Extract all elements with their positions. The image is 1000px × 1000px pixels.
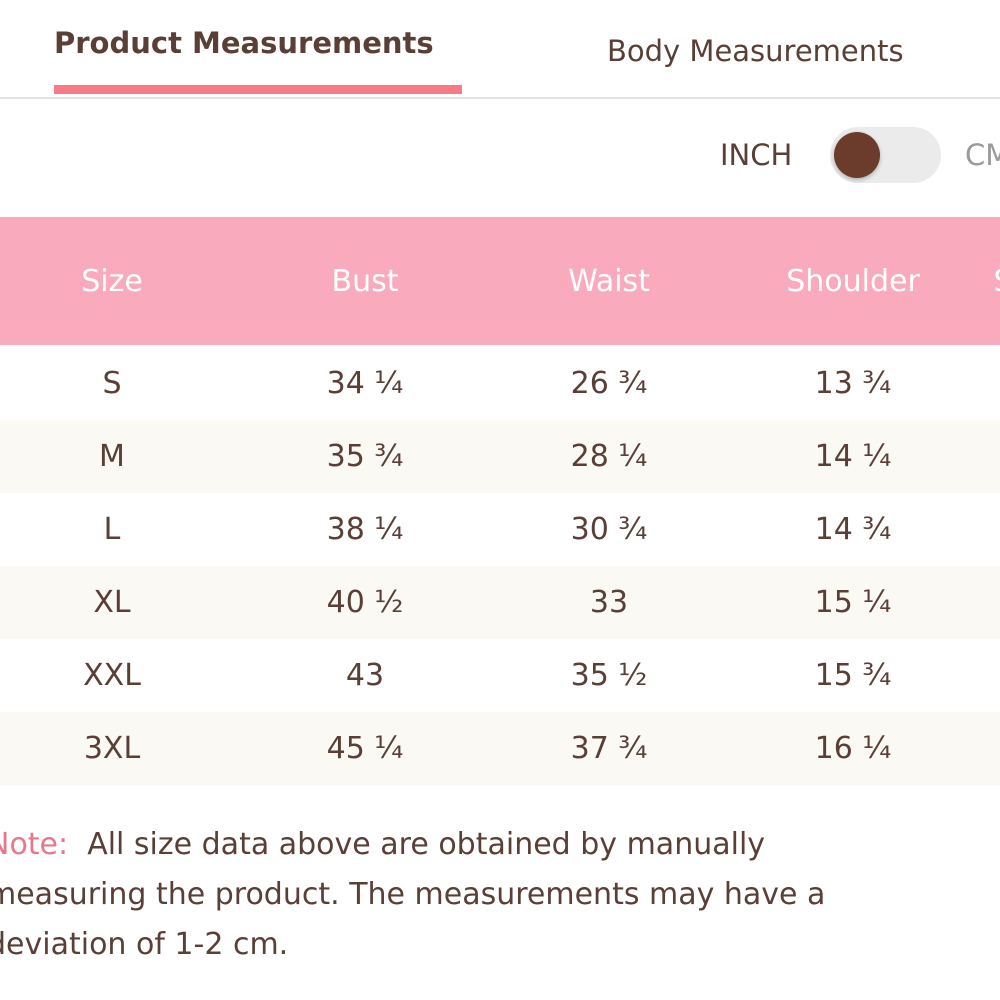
table-cell: 14 ¾ (814, 512, 892, 547)
table-cell: 26 ¾ (570, 366, 648, 401)
table-cell: 33 (589, 585, 629, 620)
table-cell: 28 ¼ (570, 439, 648, 474)
table-cell: 16 ¼ (814, 731, 892, 766)
header-cell: Waist (568, 264, 650, 299)
table-row: XL 40 ½ 33 15 ¼ (0, 566, 1000, 639)
table-cell: 45 ¼ (326, 731, 404, 766)
table-cell: L (103, 512, 121, 547)
table-cell: 3XL (83, 731, 141, 766)
table-cell: S (102, 366, 122, 401)
tab-divider (0, 97, 1000, 99)
note: Note: All size data above are obtained b… (0, 820, 927, 970)
table-cell: 30 ¾ (570, 512, 648, 547)
table-cell: 37 ¾ (570, 731, 648, 766)
table-cell: 35 ½ (570, 658, 648, 693)
table-cell: 35 ¾ (326, 439, 404, 474)
table-row: XXL 43 35 ½ 15 ¾ (0, 639, 1000, 712)
table-cell: 40 ½ (326, 585, 404, 620)
table-row: S 34 ¼ 26 ¾ 13 ¾ (0, 347, 1000, 420)
note-text: All size data above are obtained by manu… (0, 827, 826, 962)
header-cell: Size (81, 264, 143, 299)
tab-body-measurements[interactable]: Body Measurements (607, 34, 904, 68)
toggle-knob (834, 132, 880, 178)
table-cell: 15 ¾ (814, 658, 892, 693)
tab-product-measurements[interactable]: Product Measurements (54, 26, 434, 60)
table-cell: M (99, 439, 125, 474)
table-cell: 34 ¼ (326, 366, 404, 401)
table-row: 3XL 45 ¼ 37 ¾ 16 ¼ (0, 712, 1000, 785)
table-cell: 15 ¼ (814, 585, 892, 620)
table-cell: 14 ¼ (814, 439, 892, 474)
unit-cm-label: CM (965, 138, 1000, 172)
table-cell: XXL (83, 658, 141, 693)
header-cell: Shoulder (786, 264, 920, 299)
table-cell: XL (93, 585, 131, 620)
header-cell: Bust (331, 264, 399, 299)
header-cell: S (993, 264, 1000, 299)
table-cell: 38 ¼ (326, 512, 404, 547)
table-cell: 43 (345, 658, 385, 693)
tab-underline (54, 85, 462, 94)
table-cell: 13 ¾ (814, 366, 892, 401)
unit-inch-label: INCH (720, 138, 793, 172)
table-header: Size Bust Waist Shoulder S (0, 217, 1000, 345)
table-row: M 35 ¾ 28 ¼ 14 ¼ (0, 420, 1000, 493)
table-row: L 38 ¼ 30 ¾ 14 ¾ (0, 493, 1000, 566)
note-label: Note: (0, 827, 69, 862)
